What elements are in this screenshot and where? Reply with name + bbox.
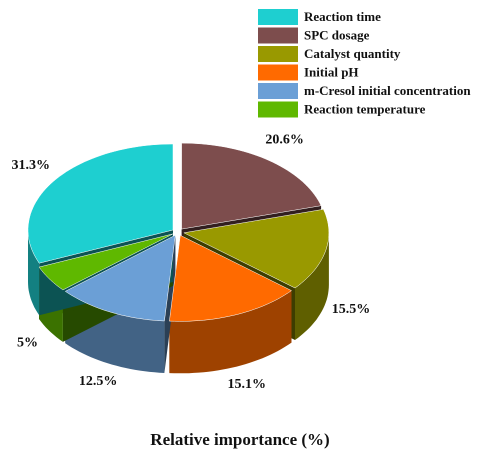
slice — [169, 234, 292, 322]
legend: Reaction time SPC dosage Catalyst quantity… — [258, 9, 471, 118]
data-label: 15.5% — [332, 302, 371, 317]
legend-label: Reaction temperature — [304, 101, 426, 116]
slice-side — [295, 232, 329, 340]
slice — [181, 142, 322, 230]
legend-label: Reaction time — [304, 9, 381, 24]
legend-swatch — [258, 101, 298, 118]
slice-side — [28, 230, 40, 316]
legend-label: m-Cresol initial concentration — [304, 83, 471, 98]
data-label: 20.6% — [265, 133, 304, 148]
legend-label: Initial pH — [304, 64, 359, 79]
legend-label: SPC dosage — [304, 27, 370, 42]
legend-swatch — [258, 9, 298, 25]
data-label: 15.1% — [227, 377, 266, 392]
data-label: 5% — [17, 335, 38, 350]
legend-swatch — [258, 64, 298, 81]
chart-title: Relative importance (%) — [150, 430, 329, 449]
slice — [27, 143, 174, 264]
data-label: 12.5% — [79, 374, 118, 389]
slice — [38, 233, 174, 291]
slice-side — [169, 290, 292, 374]
legend-swatch — [258, 27, 298, 44]
pie: 20.6% 15.5% 15.1% 12.5% 5% 31.3% — [12, 133, 371, 392]
legend-label: Catalyst quantity — [304, 46, 401, 61]
data-label: 31.3% — [12, 158, 51, 173]
legend-swatch — [258, 46, 298, 62]
slice — [64, 234, 176, 322]
slice — [183, 209, 330, 289]
legend-swatch — [258, 83, 298, 99]
